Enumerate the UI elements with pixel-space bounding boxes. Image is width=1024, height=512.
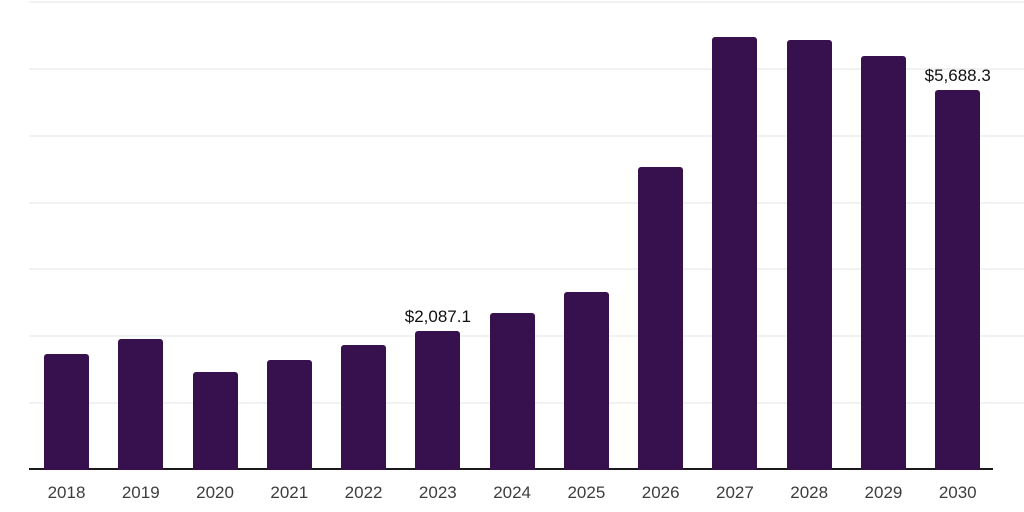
gridline-3000 [29,268,1024,270]
x-tick-label-2025: 2025 [567,483,606,502]
x-tick-label-2029: 2029 [864,483,903,502]
x-tick-label-2019: 2019 [121,483,160,502]
x-tick-label-2021: 2021 [270,483,309,502]
gridline-4000 [29,202,1024,204]
gridline-7000 [29,1,1024,3]
gridline-5000 [29,135,1024,137]
bar-2029 [860,56,906,470]
bar-2023 [415,330,461,470]
x-tick-label-2030: 2030 [938,483,977,502]
bar-2018 [44,354,89,470]
x-tick-label-2020: 2020 [196,483,234,502]
x-tick-label-2024: 2024 [493,483,532,502]
bar-2019 [118,339,164,470]
value-label-2023: $2,087.1 [404,306,471,326]
bar-2030 [935,89,981,470]
bar-2025 [563,292,609,470]
x-tick-label-2023: 2023 [418,483,457,502]
bar-2021 [266,360,312,470]
x-tick-label-2022: 2022 [344,483,383,502]
x-tick-label-2018: 2018 [47,483,86,502]
x-tick-label-2028: 2028 [790,483,829,502]
bar-2027 [712,37,758,470]
gridline-6000 [29,68,1024,70]
bar-2026 [638,166,684,470]
bar-2020 [192,371,238,470]
x-tick-label-2026: 2026 [641,483,680,502]
bar-2022 [341,345,387,470]
value-label-2030: $5,688.3 [924,65,991,85]
bar-2024 [489,313,535,470]
bar-2028 [786,40,832,470]
x-tick-label-2027: 2027 [716,483,754,502]
